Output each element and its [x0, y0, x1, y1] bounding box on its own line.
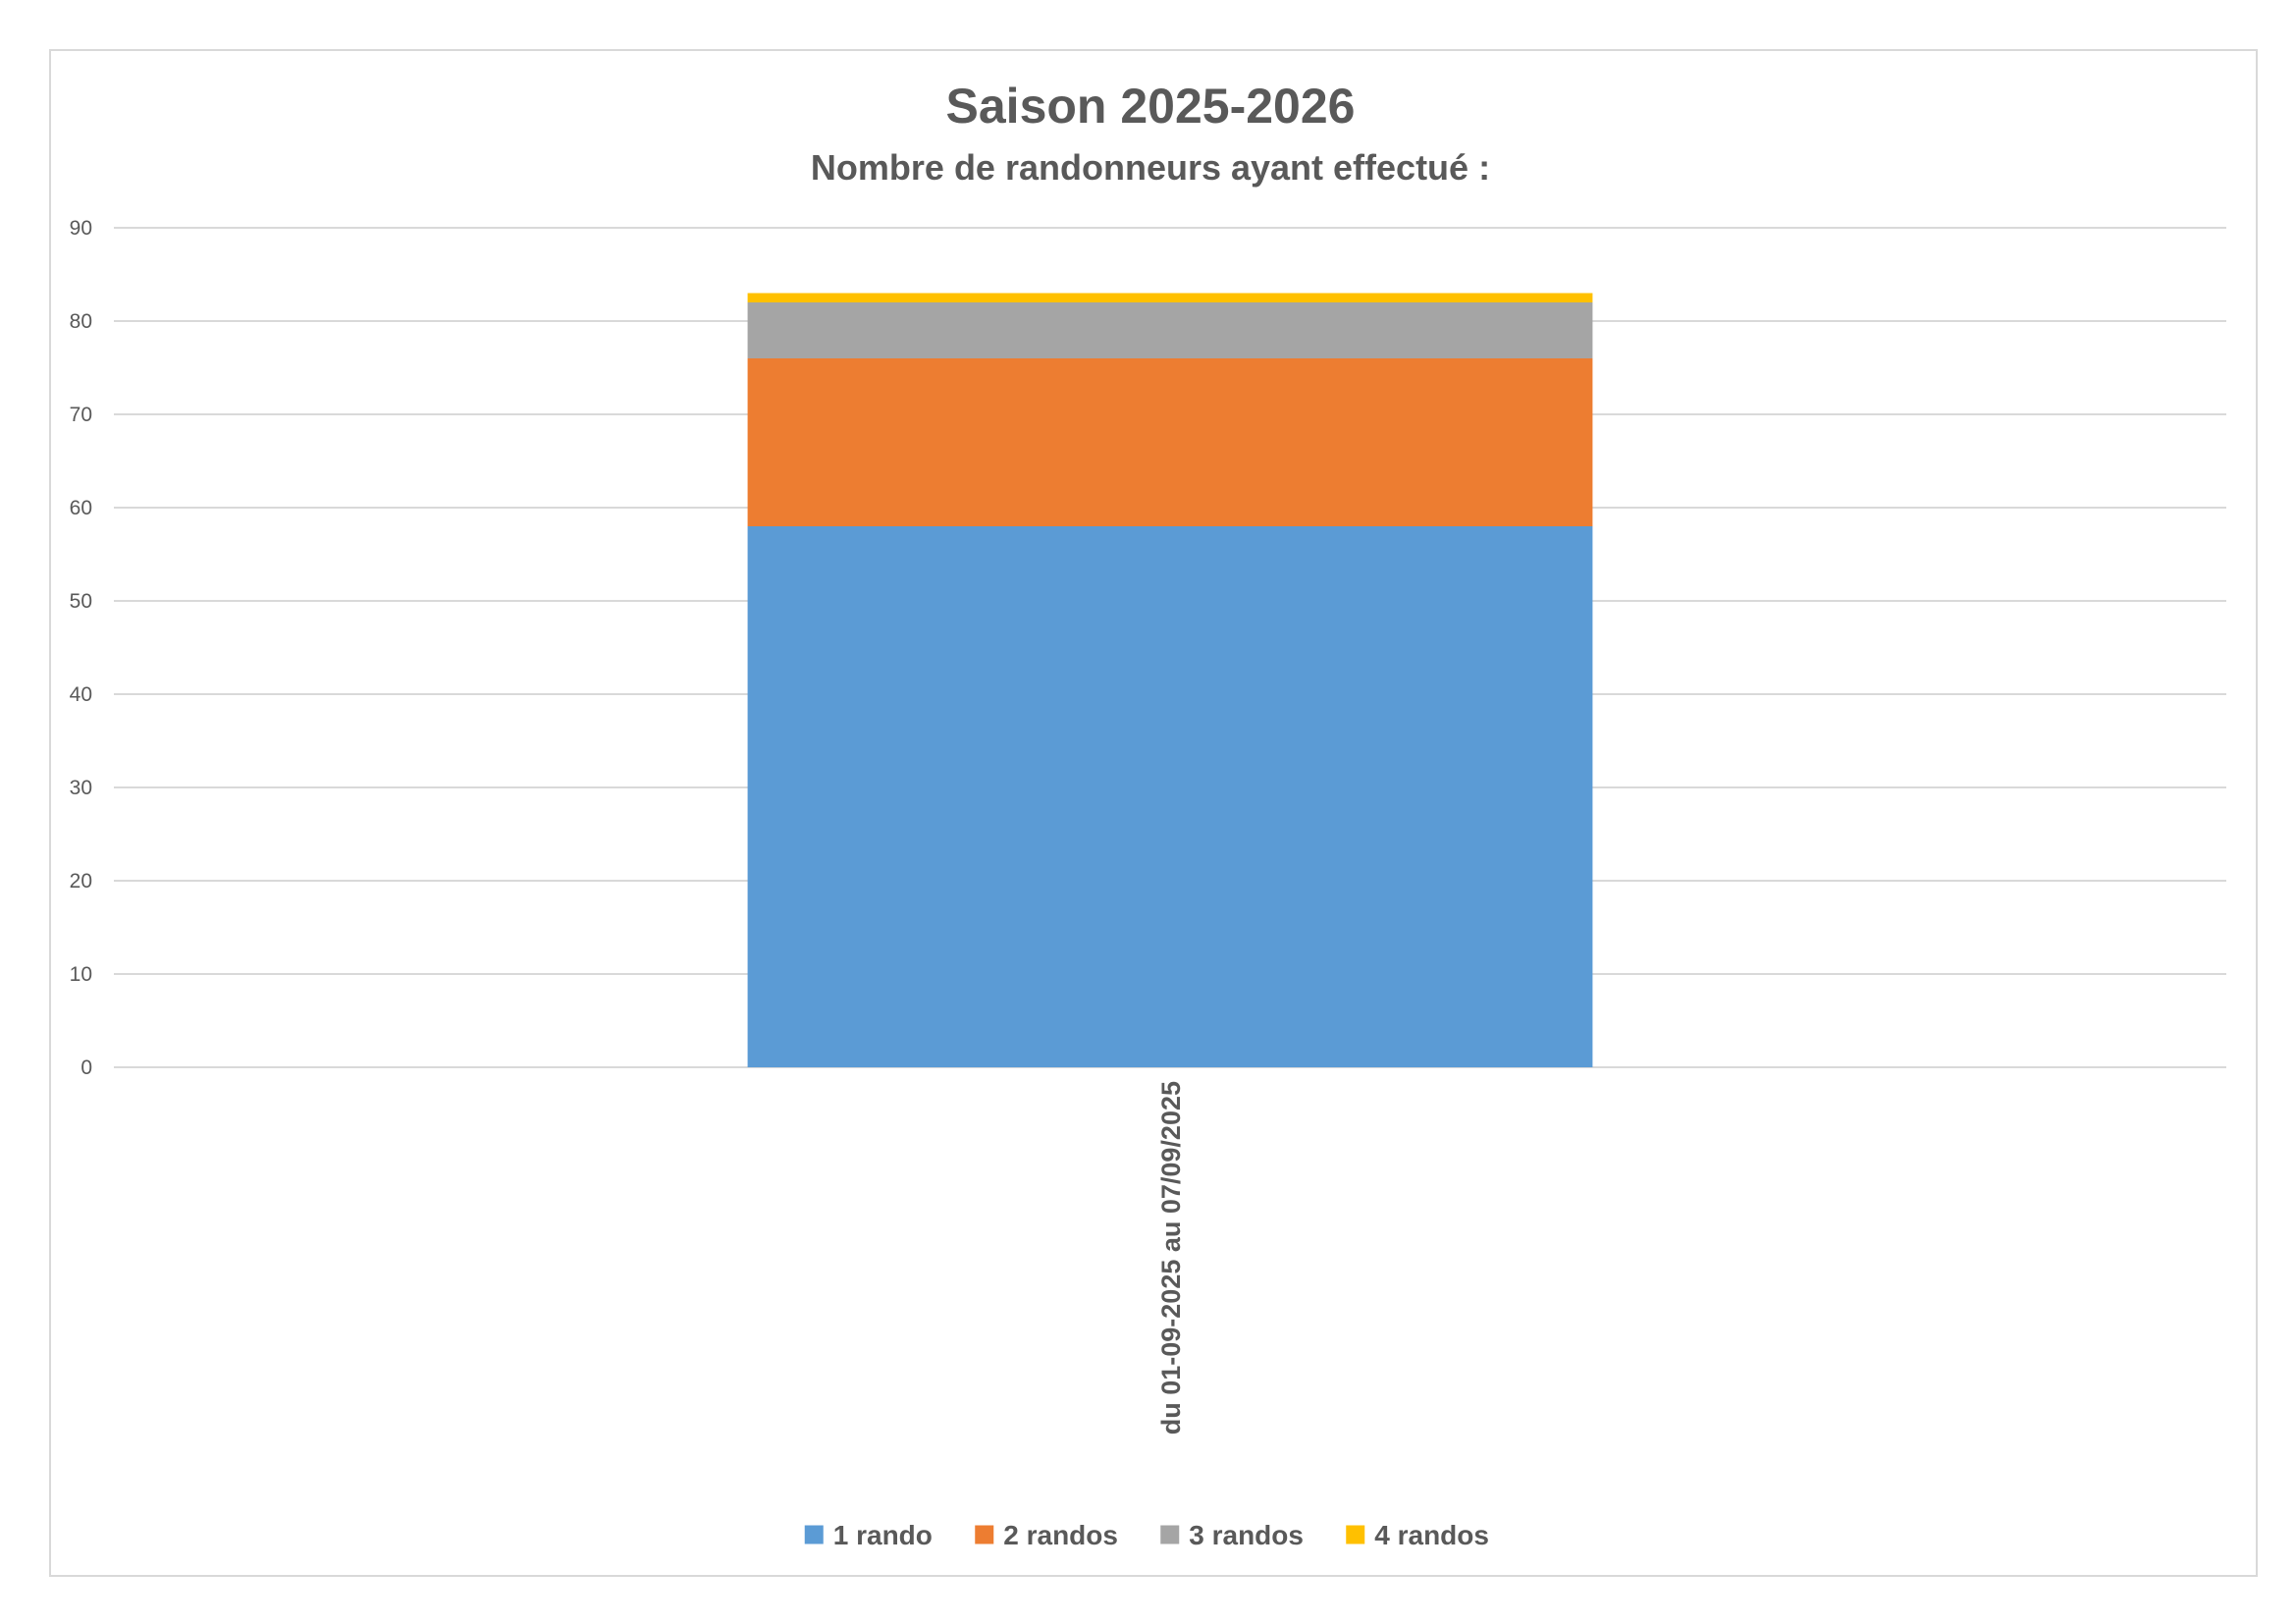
bar-segment-2-randos	[747, 358, 1593, 526]
legend-label: 1 rando	[833, 1520, 933, 1550]
y-tick-label: 10	[70, 963, 92, 986]
y-tick-label: 30	[70, 777, 92, 799]
bars	[747, 293, 1593, 1067]
y-axis-ticks: 0 10 20 30 40 50 60 70 80 90	[70, 217, 92, 1079]
chart-title: Saison 2025-2026	[946, 79, 1356, 134]
legend-item-3-randos: 3 randos	[1160, 1520, 1304, 1550]
legend-item-2-randos: 2 randos	[975, 1520, 1118, 1550]
y-tick-label: 0	[80, 1056, 92, 1079]
x-category-label: du 01-09-2025 au 07/09/2025	[1156, 1081, 1186, 1435]
chart-subtitle: Nombre de randonneurs ayant effectué :	[811, 147, 1490, 188]
y-tick-label: 90	[70, 217, 92, 240]
y-tick-label: 70	[70, 404, 92, 426]
y-tick-label: 40	[70, 683, 92, 706]
bar-segment-4-randos	[747, 293, 1593, 302]
legend-swatch	[804, 1525, 824, 1544]
legend-swatch	[1160, 1525, 1180, 1544]
bar-segment-3-randos	[747, 302, 1593, 358]
legend-label: 4 randos	[1374, 1520, 1489, 1550]
bar-segment-1-rando	[747, 526, 1593, 1067]
legend-item-4-randos: 4 randos	[1346, 1520, 1489, 1550]
legend-swatch	[975, 1525, 994, 1544]
legend-item-1-rando: 1 rando	[804, 1520, 933, 1550]
legend-label: 2 randos	[1003, 1520, 1118, 1550]
y-tick-label: 50	[70, 590, 92, 613]
legend-label: 3 randos	[1189, 1520, 1304, 1550]
legend-swatch	[1346, 1525, 1365, 1544]
legend: 1 rando 2 randos 3 randos 4 randos	[804, 1520, 1489, 1550]
y-tick-label: 80	[70, 310, 92, 333]
y-tick-label: 20	[70, 870, 92, 893]
x-axis-categories: du 01-09-2025 au 07/09/2025	[1156, 1081, 1186, 1435]
y-tick-label: 60	[70, 497, 92, 519]
